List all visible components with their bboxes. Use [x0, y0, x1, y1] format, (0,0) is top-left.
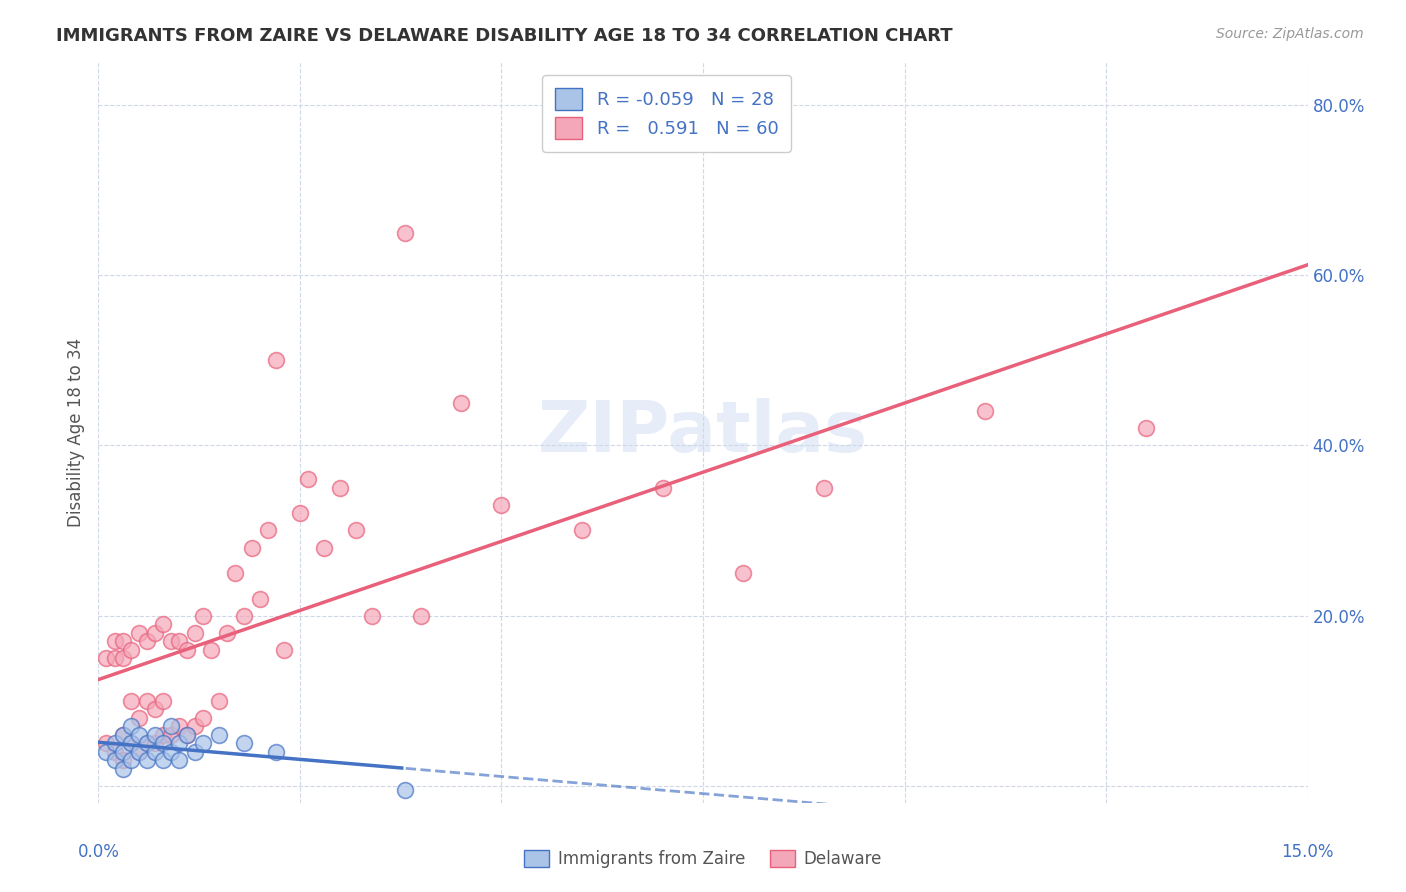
- Point: [288, 507, 311, 521]
- Point: [103, 634, 125, 648]
- Point: [128, 728, 150, 742]
- Point: [128, 745, 150, 759]
- Point: [193, 711, 215, 725]
- Point: [160, 719, 183, 733]
- Point: [96, 745, 118, 759]
- Point: [143, 702, 166, 716]
- Text: IMMIGRANTS FROM ZAIRE VS DELAWARE DISABILITY AGE 18 TO 34 CORRELATION CHART: IMMIGRANTS FROM ZAIRE VS DELAWARE DISABI…: [56, 27, 953, 45]
- Point: [394, 783, 416, 797]
- Point: [184, 745, 207, 759]
- Point: [208, 728, 231, 742]
- Point: [120, 642, 142, 657]
- Point: [571, 524, 593, 538]
- Point: [813, 481, 835, 495]
- Point: [193, 736, 215, 750]
- Point: [361, 608, 384, 623]
- Point: [217, 625, 239, 640]
- Point: [152, 694, 174, 708]
- Point: [1135, 421, 1157, 435]
- Point: [208, 694, 231, 708]
- Point: [167, 753, 190, 767]
- Point: [176, 728, 198, 742]
- Point: [128, 625, 150, 640]
- Point: [152, 728, 174, 742]
- Point: [103, 753, 125, 767]
- Point: [143, 625, 166, 640]
- Point: [160, 728, 183, 742]
- Point: [314, 541, 336, 555]
- Point: [128, 745, 150, 759]
- Point: [152, 736, 174, 750]
- Point: [143, 736, 166, 750]
- Text: 15.0%: 15.0%: [1281, 843, 1334, 861]
- Point: [232, 736, 254, 750]
- Point: [120, 736, 142, 750]
- Point: [167, 719, 190, 733]
- Point: [394, 226, 416, 240]
- Point: [111, 728, 134, 742]
- Point: [974, 404, 997, 418]
- Point: [135, 634, 157, 648]
- Point: [111, 745, 134, 759]
- Point: [264, 353, 287, 368]
- Point: [96, 736, 118, 750]
- Point: [135, 753, 157, 767]
- Point: [152, 617, 174, 632]
- Point: [111, 634, 134, 648]
- Point: [249, 591, 271, 606]
- Point: [409, 608, 432, 623]
- Point: [184, 719, 207, 733]
- Point: [450, 396, 472, 410]
- Point: [160, 634, 183, 648]
- Point: [96, 651, 118, 665]
- Point: [193, 608, 215, 623]
- Point: [651, 481, 673, 495]
- Point: [143, 745, 166, 759]
- Point: [344, 524, 367, 538]
- Text: 0.0%: 0.0%: [77, 843, 120, 861]
- Point: [273, 642, 295, 657]
- Point: [128, 711, 150, 725]
- Y-axis label: Disability Age 18 to 34: Disability Age 18 to 34: [66, 338, 84, 527]
- Point: [103, 736, 125, 750]
- Point: [111, 728, 134, 742]
- Legend: Immigrants from Zaire, Delaware: Immigrants from Zaire, Delaware: [517, 843, 889, 875]
- Point: [176, 728, 198, 742]
- Point: [120, 753, 142, 767]
- Point: [167, 736, 190, 750]
- Point: [176, 642, 198, 657]
- Point: [240, 541, 263, 555]
- Point: [120, 694, 142, 708]
- Point: [120, 719, 142, 733]
- Point: [135, 694, 157, 708]
- Text: Source: ZipAtlas.com: Source: ZipAtlas.com: [1216, 27, 1364, 41]
- Point: [111, 753, 134, 767]
- Point: [111, 651, 134, 665]
- Point: [232, 608, 254, 623]
- Point: [167, 634, 190, 648]
- Point: [103, 745, 125, 759]
- Point: [264, 745, 287, 759]
- Point: [297, 472, 319, 486]
- Point: [224, 566, 246, 580]
- Point: [143, 728, 166, 742]
- Point: [160, 745, 183, 759]
- Point: [135, 736, 157, 750]
- Point: [135, 736, 157, 750]
- Point: [152, 753, 174, 767]
- Text: ZIPatlas: ZIPatlas: [538, 398, 868, 467]
- Point: [329, 481, 352, 495]
- Point: [256, 524, 278, 538]
- Point: [200, 642, 222, 657]
- Legend: R = -0.059   N = 28, R =   0.591   N = 60: R = -0.059 N = 28, R = 0.591 N = 60: [543, 75, 792, 152]
- Point: [103, 651, 125, 665]
- Point: [491, 498, 513, 512]
- Point: [120, 736, 142, 750]
- Point: [733, 566, 755, 580]
- Point: [111, 762, 134, 776]
- Point: [184, 625, 207, 640]
